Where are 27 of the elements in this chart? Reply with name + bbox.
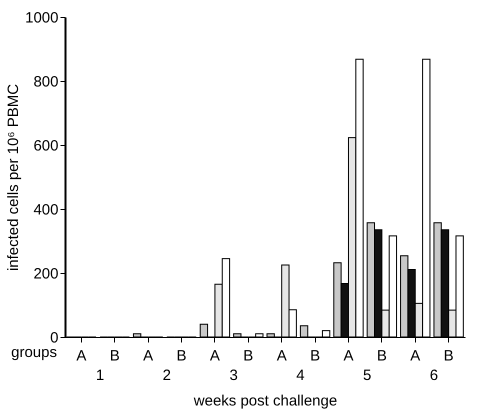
x-tick-label: B: [110, 348, 120, 364]
text: 1: [96, 367, 104, 384]
text: 3: [229, 367, 238, 384]
x-tick-label: A: [76, 348, 86, 364]
y-tick-label: 200: [33, 266, 58, 282]
y-tick-label: 400: [33, 202, 58, 218]
text: groups: [11, 344, 57, 361]
x-tick-label: A: [410, 348, 420, 364]
text: 6: [430, 367, 438, 384]
x-tick-label: B: [310, 348, 320, 364]
y-tick-label: 0: [50, 330, 58, 346]
y-tick-label: 800: [33, 74, 58, 90]
x-tick-label: B: [444, 348, 454, 364]
text: 5: [362, 367, 372, 384]
text: 2: [162, 367, 172, 384]
x-tick-label: B: [243, 348, 254, 364]
y-axis-title: infected cells per 10⁶ PBMC: [5, 84, 22, 272]
x-tick-label: A: [276, 348, 287, 364]
x-tick-label: A: [210, 348, 220, 364]
x-tick-label: B: [376, 348, 387, 364]
x-tick-label: A: [143, 348, 154, 364]
x-axis-title: weeks post challenge: [192, 392, 338, 410]
y-tick-label: 600: [33, 138, 58, 154]
y-tick-label: 1000: [25, 10, 58, 26]
x-tick-label: A: [343, 348, 354, 364]
x-tick-label: B: [176, 348, 187, 364]
text: 4: [296, 367, 305, 384]
